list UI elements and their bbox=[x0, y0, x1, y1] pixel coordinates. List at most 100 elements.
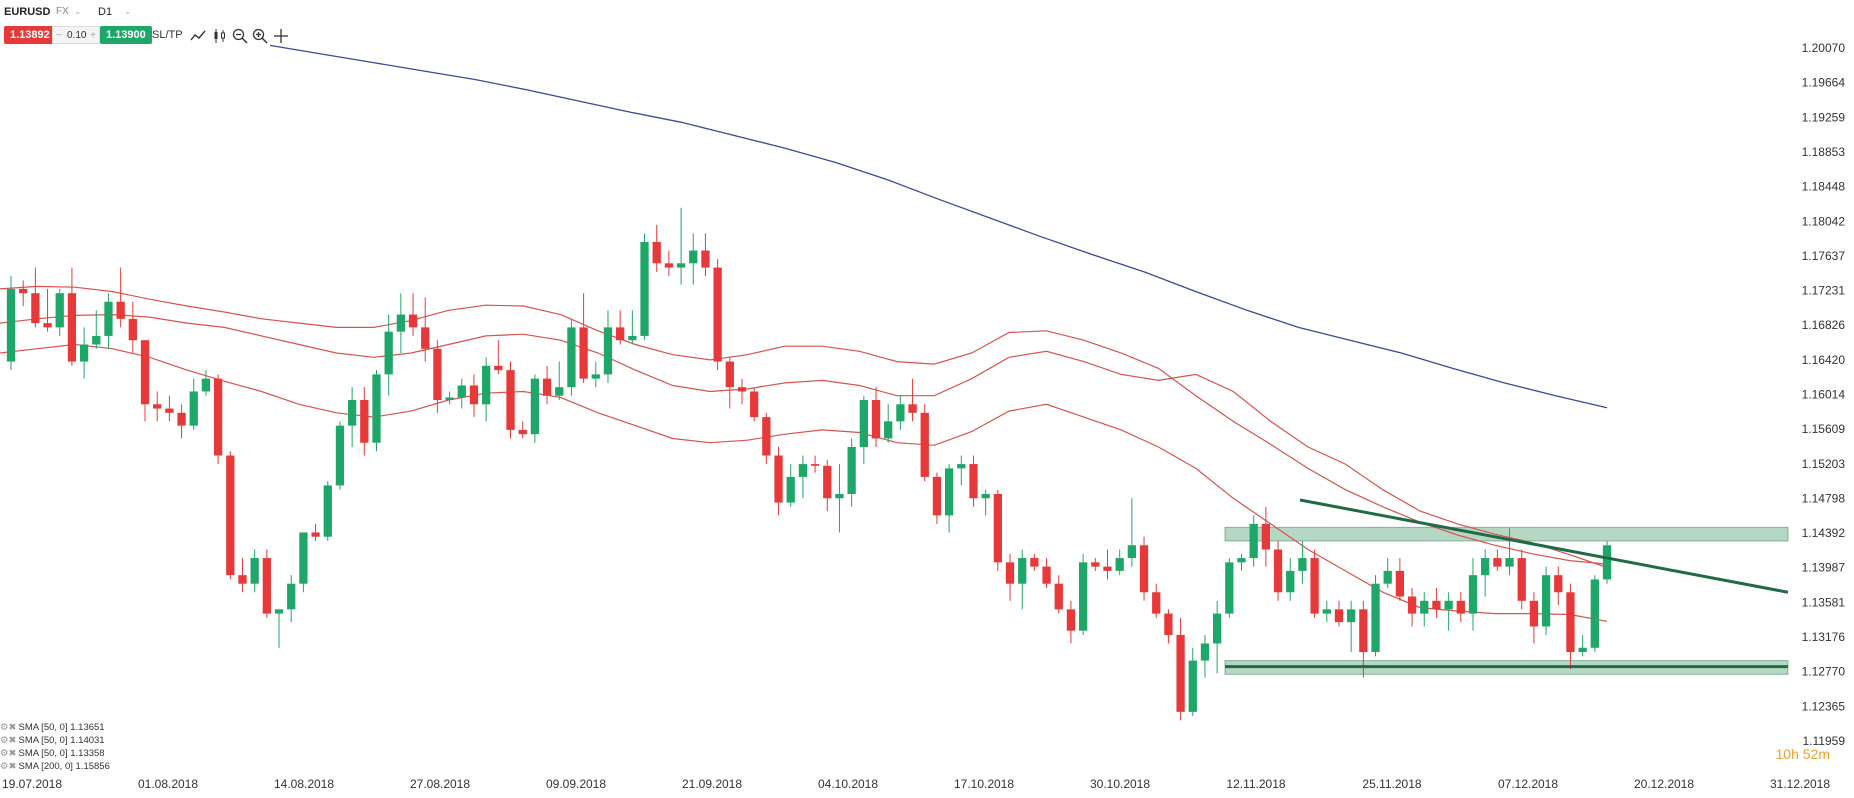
candle-body bbox=[640, 241, 649, 336]
y-tick-label: 1.14392 bbox=[1802, 526, 1846, 540]
x-tick-label: 25.11.2018 bbox=[1362, 777, 1421, 791]
y-tick-label: 1.18448 bbox=[1802, 180, 1846, 194]
crosshair-icon[interactable] bbox=[273, 28, 289, 44]
symbol-name[interactable]: EURUSD bbox=[4, 6, 51, 18]
candle-body bbox=[689, 250, 698, 264]
indicator-label: SMA [200, 0] 1.15856 bbox=[18, 761, 110, 772]
candle-body bbox=[1493, 558, 1502, 567]
candle-body bbox=[1078, 562, 1088, 631]
y-tick-label: 1.13987 bbox=[1802, 561, 1846, 575]
candle-body bbox=[299, 532, 308, 584]
candle-body bbox=[153, 404, 162, 409]
indicator-item[interactable]: ⚙✖ SMA [200, 0] 1.15856 bbox=[0, 761, 110, 772]
candle-body bbox=[1322, 609, 1331, 614]
candle-body bbox=[603, 327, 613, 375]
candle-body bbox=[482, 365, 491, 405]
candle-body bbox=[1590, 579, 1599, 648]
candle-body bbox=[347, 400, 357, 426]
price-axis: 1.20070 1.19664 1.19259 1.18853 1.18448 1.180… bbox=[1802, 41, 1846, 748]
descending-trendline bbox=[1299, 498, 1789, 594]
increase-quantity-icon[interactable]: + bbox=[90, 30, 96, 41]
candle-body bbox=[372, 374, 381, 443]
candle-body bbox=[1225, 562, 1234, 614]
candle-body bbox=[1395, 570, 1405, 597]
candle-body bbox=[847, 447, 856, 494]
candle-body bbox=[1091, 562, 1100, 567]
candle-body bbox=[1152, 592, 1161, 614]
zoom-out-icon[interactable] bbox=[232, 28, 248, 44]
candle-body bbox=[957, 464, 966, 469]
indicator-item[interactable]: ⚙✖ SMA [50, 0] 1.13358 bbox=[0, 748, 105, 759]
candle-body bbox=[628, 335, 637, 341]
candle-body bbox=[981, 493, 990, 499]
candle-body bbox=[274, 609, 284, 614]
candle-body bbox=[79, 344, 89, 362]
settings-icon[interactable]: ⚙✖ bbox=[0, 735, 17, 746]
candle-body bbox=[652, 241, 661, 264]
candles-layer bbox=[6, 207, 1612, 721]
x-tick-label: 01.08.2018 bbox=[138, 777, 198, 791]
candles-icon[interactable] bbox=[212, 28, 228, 44]
candle-body bbox=[1602, 545, 1612, 580]
indicator-item[interactable]: ⚙✖ SMA [50, 0] 1.13651 bbox=[0, 722, 105, 733]
decrease-quantity-icon[interactable]: − bbox=[56, 30, 62, 41]
candle-body bbox=[1578, 647, 1587, 653]
indicator-label: SMA [50, 0] 1.14031 bbox=[18, 735, 105, 746]
candle-body bbox=[140, 340, 150, 405]
x-tick-label: 27.08.2018 bbox=[410, 777, 470, 791]
candle-body bbox=[713, 267, 722, 362]
indicator-label: SMA [50, 0] 1.13358 bbox=[18, 748, 105, 759]
x-tick-label: 12.11.2018 bbox=[1226, 777, 1285, 791]
moving-average-line bbox=[0, 285, 1608, 565]
timeframe-label[interactable]: D1 bbox=[98, 6, 113, 18]
candle-body bbox=[165, 408, 174, 413]
candle-body bbox=[1066, 609, 1076, 631]
candle-body bbox=[1334, 609, 1344, 623]
candle-body bbox=[920, 412, 929, 477]
candle-body bbox=[1200, 643, 1210, 661]
y-tick-label: 1.16420 bbox=[1802, 353, 1846, 367]
settings-icon[interactable]: ⚙✖ bbox=[0, 761, 17, 772]
candle-body bbox=[55, 293, 64, 328]
y-tick-label: 1.18042 bbox=[1802, 214, 1846, 228]
quantity-stepper[interactable]: − 0.10 + bbox=[52, 26, 100, 44]
moving-average-line bbox=[0, 343, 1608, 622]
moving-average-line bbox=[0, 313, 1608, 569]
candle-body bbox=[92, 335, 101, 345]
candle-body bbox=[1359, 609, 1368, 653]
quantity-value[interactable]: 0.10 bbox=[67, 30, 87, 41]
candle-body bbox=[518, 429, 527, 435]
time-axis: 19.07.2018 01.08.2018 14.08.2018 27.08.2018… bbox=[2, 777, 1830, 791]
x-tick-label: 17.10.2018 bbox=[954, 777, 1014, 791]
line-chart-icon[interactable] bbox=[190, 28, 206, 44]
candle-body bbox=[750, 391, 759, 418]
settings-icon[interactable]: ⚙✖ bbox=[0, 748, 17, 759]
market-dropdown-icon[interactable]: ⌄ bbox=[74, 6, 82, 16]
candle-body bbox=[1042, 566, 1051, 584]
y-tick-label: 1.19664 bbox=[1802, 76, 1846, 90]
candle-body bbox=[1554, 575, 1563, 593]
trade-bar: 1.13892 − 0.10 + 1.13900 SL/TP bbox=[0, 26, 320, 46]
y-tick-label: 1.15609 bbox=[1802, 422, 1846, 436]
candle-body bbox=[311, 532, 320, 537]
y-tick-label: 1.14798 bbox=[1802, 491, 1846, 505]
candle-body bbox=[1468, 575, 1478, 614]
candle-body bbox=[323, 485, 332, 537]
moving-average-line bbox=[269, 44, 1608, 409]
candle-body bbox=[762, 417, 771, 456]
settings-icon[interactable]: ⚙✖ bbox=[0, 722, 17, 733]
sl-tp-button[interactable]: SL/TP bbox=[152, 29, 183, 41]
candle-body bbox=[128, 318, 137, 341]
market-label: FX bbox=[56, 6, 69, 17]
candle-body bbox=[1407, 596, 1417, 614]
candle-body bbox=[725, 361, 734, 388]
indicator-item[interactable]: ⚙✖ SMA [50, 0] 1.14031 bbox=[0, 735, 105, 746]
candle-body bbox=[774, 455, 783, 503]
sell-price-button[interactable]: 1.13892 bbox=[4, 26, 56, 44]
buy-price-button[interactable]: 1.13900 bbox=[100, 26, 152, 44]
timeframe-dropdown-icon[interactable]: ⌄ bbox=[124, 6, 132, 16]
zoom-in-icon[interactable] bbox=[252, 28, 268, 44]
candle-body bbox=[189, 391, 198, 426]
candle-body bbox=[798, 464, 808, 477]
